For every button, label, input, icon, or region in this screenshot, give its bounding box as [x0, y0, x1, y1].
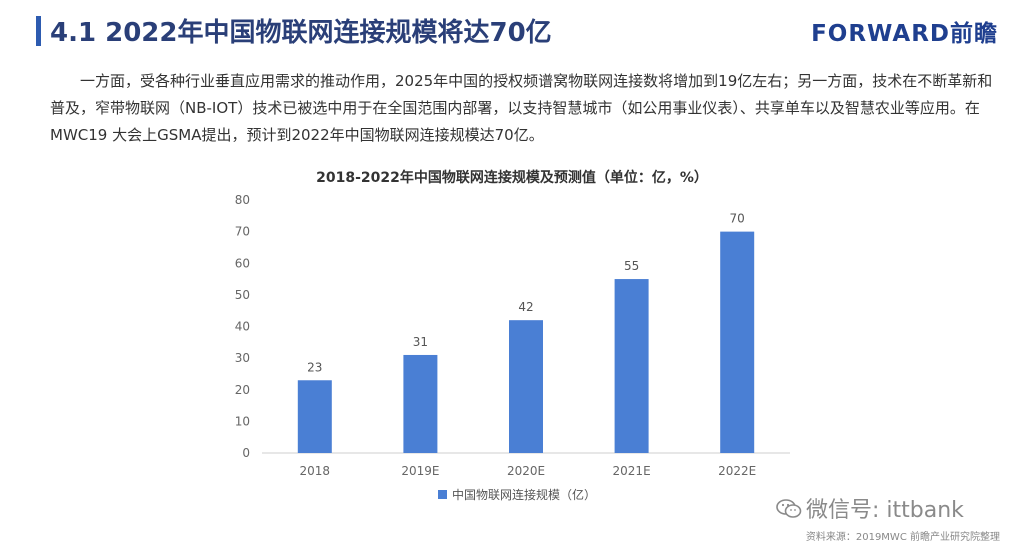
y-tick-label: 0: [242, 446, 250, 460]
intro-paragraph: 一方面，受各种行业垂直应用需求的推动作用，2025年中国的授权频谱窝物联网连接数…: [50, 72, 993, 144]
data-label: 31: [413, 335, 428, 349]
x-tick-label: 2019E: [401, 464, 439, 478]
data-label: 70: [730, 212, 745, 226]
wechat-icon: [776, 499, 802, 518]
bar: [720, 231, 755, 453]
title-accent-bar: [36, 16, 41, 46]
y-tick-label: 40: [235, 320, 250, 334]
bar: [509, 320, 543, 453]
y-tick-label: 70: [235, 225, 250, 239]
x-tick-label: 2020E: [507, 464, 545, 478]
legend-label: 中国物联网连接规模（亿）: [452, 487, 596, 502]
y-tick-label: 60: [235, 256, 250, 270]
chart-legend: 中国物联网连接规模（亿）: [438, 487, 596, 502]
bar: [614, 279, 649, 453]
y-tick-label: 10: [235, 414, 250, 428]
x-tick-label: 2021E: [613, 464, 651, 478]
legend-swatch: [438, 490, 447, 499]
y-tick-label: 30: [235, 351, 250, 365]
y-tick-label: 80: [235, 193, 250, 207]
chart-bars: 23 31 42 55 70: [297, 212, 755, 453]
bar: [297, 380, 332, 453]
x-tick-label: 2022E: [718, 464, 756, 478]
data-label: 23: [307, 360, 322, 374]
wechat-id: 微信号: ittbank: [806, 498, 964, 523]
brand-logo: FORWARD前瞻: [811, 21, 998, 47]
data-label: 42: [518, 300, 533, 314]
chart-title: 2018-2022年中国物联网连接规模及预测值（单位：亿，%）: [316, 169, 708, 186]
source-note: 资料来源：2019MWC 前瞻产业研究院整理: [805, 532, 1000, 543]
data-label: 55: [624, 259, 639, 273]
chart-axes: 0 10 20 30 40 50 60 70 80 2018 2019E 2020E 2021E 2022…: [235, 193, 790, 478]
x-tick-label: 2018: [300, 464, 331, 478]
bar: [403, 354, 438, 453]
wechat-watermark: 微信号: ittbank: [776, 492, 964, 524]
y-tick-label: 50: [235, 288, 250, 302]
y-tick-label: 20: [235, 383, 250, 397]
slide-title: 4.1 2022年中国物联网连接规模将达70亿: [50, 18, 552, 48]
